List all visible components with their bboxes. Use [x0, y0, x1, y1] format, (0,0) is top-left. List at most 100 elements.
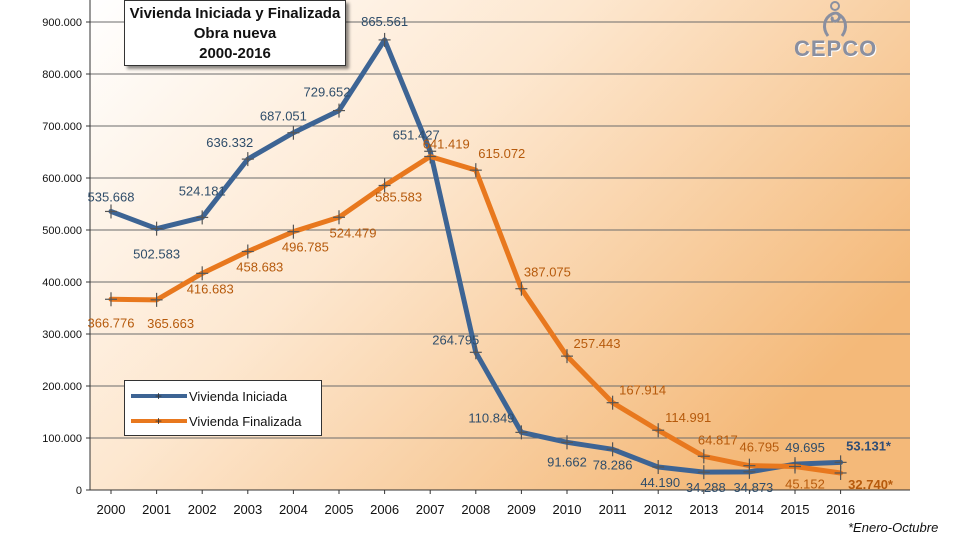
data-label-iniciada: 44.190 [640, 475, 680, 490]
logo-text: CEPCO [794, 36, 878, 61]
y-tick-label: 800.000 [42, 69, 82, 81]
data-point-marker [697, 449, 710, 464]
data-point-marker [105, 204, 117, 219]
legend-label-finalizada: Vivienda Finalizada [189, 413, 302, 429]
data-label-finalizada: 32.740* [848, 477, 894, 492]
data-label-iniciada: 651.427 [393, 127, 440, 142]
data-label-iniciada: 34.288 [686, 480, 726, 495]
chart-title-line-1: Vivienda Iniciada y Finalizada [129, 5, 341, 22]
x-tick-label: 2003 [233, 502, 262, 517]
legend-item-finalizada: + Vivienda Finalizada [131, 412, 302, 430]
x-tick-label: 2004 [279, 502, 308, 517]
x-tick-label: 2000 [97, 502, 126, 517]
x-tick-label: 2010 [553, 502, 582, 517]
x-tick-label: 2013 [689, 502, 718, 517]
data-point-marker [378, 178, 391, 193]
y-tick-label: 400.000 [42, 277, 82, 289]
x-tick-label: 2006 [370, 502, 399, 517]
x-tick-label: 2007 [416, 502, 445, 517]
data-point-marker [196, 266, 209, 281]
data-point-marker [606, 442, 619, 457]
data-label-finalizada: 387.075 [524, 265, 571, 280]
data-point-marker [834, 465, 847, 480]
y-tick-label: 500.000 [42, 225, 82, 237]
data-label-finalizada: 496.785 [282, 240, 329, 255]
data-label-iniciada: 91.662 [547, 454, 587, 469]
axes: 0 100.000 200.000 300.000 400.000 500.000 600.… [42, 0, 910, 517]
legend-label-iniciada: Vivienda Iniciada [189, 388, 288, 404]
data-label-finalizada: 114.991 [665, 410, 711, 425]
x-tick-label: 2001 [142, 502, 171, 517]
data-label-finalizada: 366.776 [88, 315, 135, 330]
data-label-iniciada: 53.131* [846, 438, 892, 453]
data-point-marker [561, 435, 573, 450]
legend-item-iniciada: + Vivienda Iniciada [131, 387, 287, 405]
data-point-marker [743, 458, 756, 473]
data-point-marker [697, 465, 710, 480]
x-tick-label: 2005 [325, 502, 354, 517]
y-tick-label: 700.000 [42, 121, 82, 133]
data-label-iniciada: 264.795 [432, 332, 479, 347]
data-point-marker [287, 125, 300, 140]
data-label-finalizada: 167.914 [619, 383, 666, 398]
data-label-iniciada: 502.583 [133, 247, 180, 262]
data-point-marker [150, 292, 163, 307]
y-tick-label: 600.000 [42, 173, 82, 185]
data-label-finalizada: 416.683 [187, 281, 234, 296]
data-point-marker [105, 292, 117, 307]
data-label-finalizada: 365.663 [147, 316, 194, 331]
data-point-marker [333, 103, 345, 118]
data-label-iniciada: 34.873 [734, 480, 774, 495]
data-point-marker [515, 425, 528, 440]
chart-title-line-2: Obra nueva [193, 25, 277, 42]
data-label-finalizada: 585.583 [375, 189, 422, 204]
series-layer [105, 32, 847, 480]
data-label-iniciada: 78.286 [593, 457, 633, 472]
x-tick-label: 2011 [599, 502, 627, 517]
data-point-marker [561, 349, 573, 364]
data-point-marker [150, 221, 163, 236]
legend-swatch-iniciada: + [131, 390, 187, 402]
data-label-iniciada: 729.652 [304, 85, 351, 100]
data-label-iniciada: 687.051 [260, 109, 307, 124]
y-tick-label: 300.000 [42, 329, 82, 341]
data-point-marker [515, 281, 528, 296]
x-tick-label: 2016 [826, 502, 855, 517]
data-label-iniciada: 49.695 [785, 440, 825, 455]
data-label-iniciada: 865.561 [361, 14, 408, 29]
data-point-marker [241, 152, 254, 167]
x-tick-label: 2015 [781, 502, 810, 517]
x-tick-label: 2008 [461, 502, 490, 517]
data-point-marker [789, 459, 801, 474]
data-label-finalizada: 46.795 [740, 440, 780, 455]
y-tick-label: 0 [76, 485, 82, 497]
y-tick-label: 100.000 [42, 433, 82, 445]
data-label-finalizada: 257.443 [574, 336, 621, 351]
legend-swatch-finalizada: + [131, 415, 187, 427]
logo-emblem-icon [823, 1, 847, 37]
data-point-marker [606, 395, 619, 410]
data-label-iniciada: 535.668 [88, 189, 135, 204]
data-label-finalizada: 615.072 [478, 146, 525, 161]
data-label-iniciada: 636.332 [206, 135, 253, 150]
x-tick-label: 2002 [188, 502, 217, 517]
x-tick-label: 2012 [644, 502, 673, 517]
data-labels: 535.668 502.583 524.181 636.332 687.051 729.6… [88, 14, 894, 495]
data-point-marker [469, 163, 482, 178]
y-tick-label: 200.000 [42, 381, 82, 393]
y-tick-label: 900.000 [42, 17, 82, 29]
data-point-marker [652, 460, 665, 475]
data-point-marker [469, 345, 482, 360]
x-tick-label: 2009 [507, 502, 536, 517]
data-point-marker [378, 32, 391, 47]
data-point-marker [333, 210, 345, 225]
data-label-finalizada: 458.683 [236, 259, 283, 274]
x-tick-label: 2014 [735, 502, 764, 517]
chart-title-line-3: 2000-2016 [199, 45, 271, 62]
data-label-finalizada: 524.479 [330, 225, 377, 240]
chart-title: Vivienda Iniciada y Finalizada Obra nuev… [124, 0, 346, 66]
data-point-marker [241, 244, 254, 259]
cepco-logo: CEPCO [790, 0, 890, 62]
data-point-marker [287, 224, 300, 239]
